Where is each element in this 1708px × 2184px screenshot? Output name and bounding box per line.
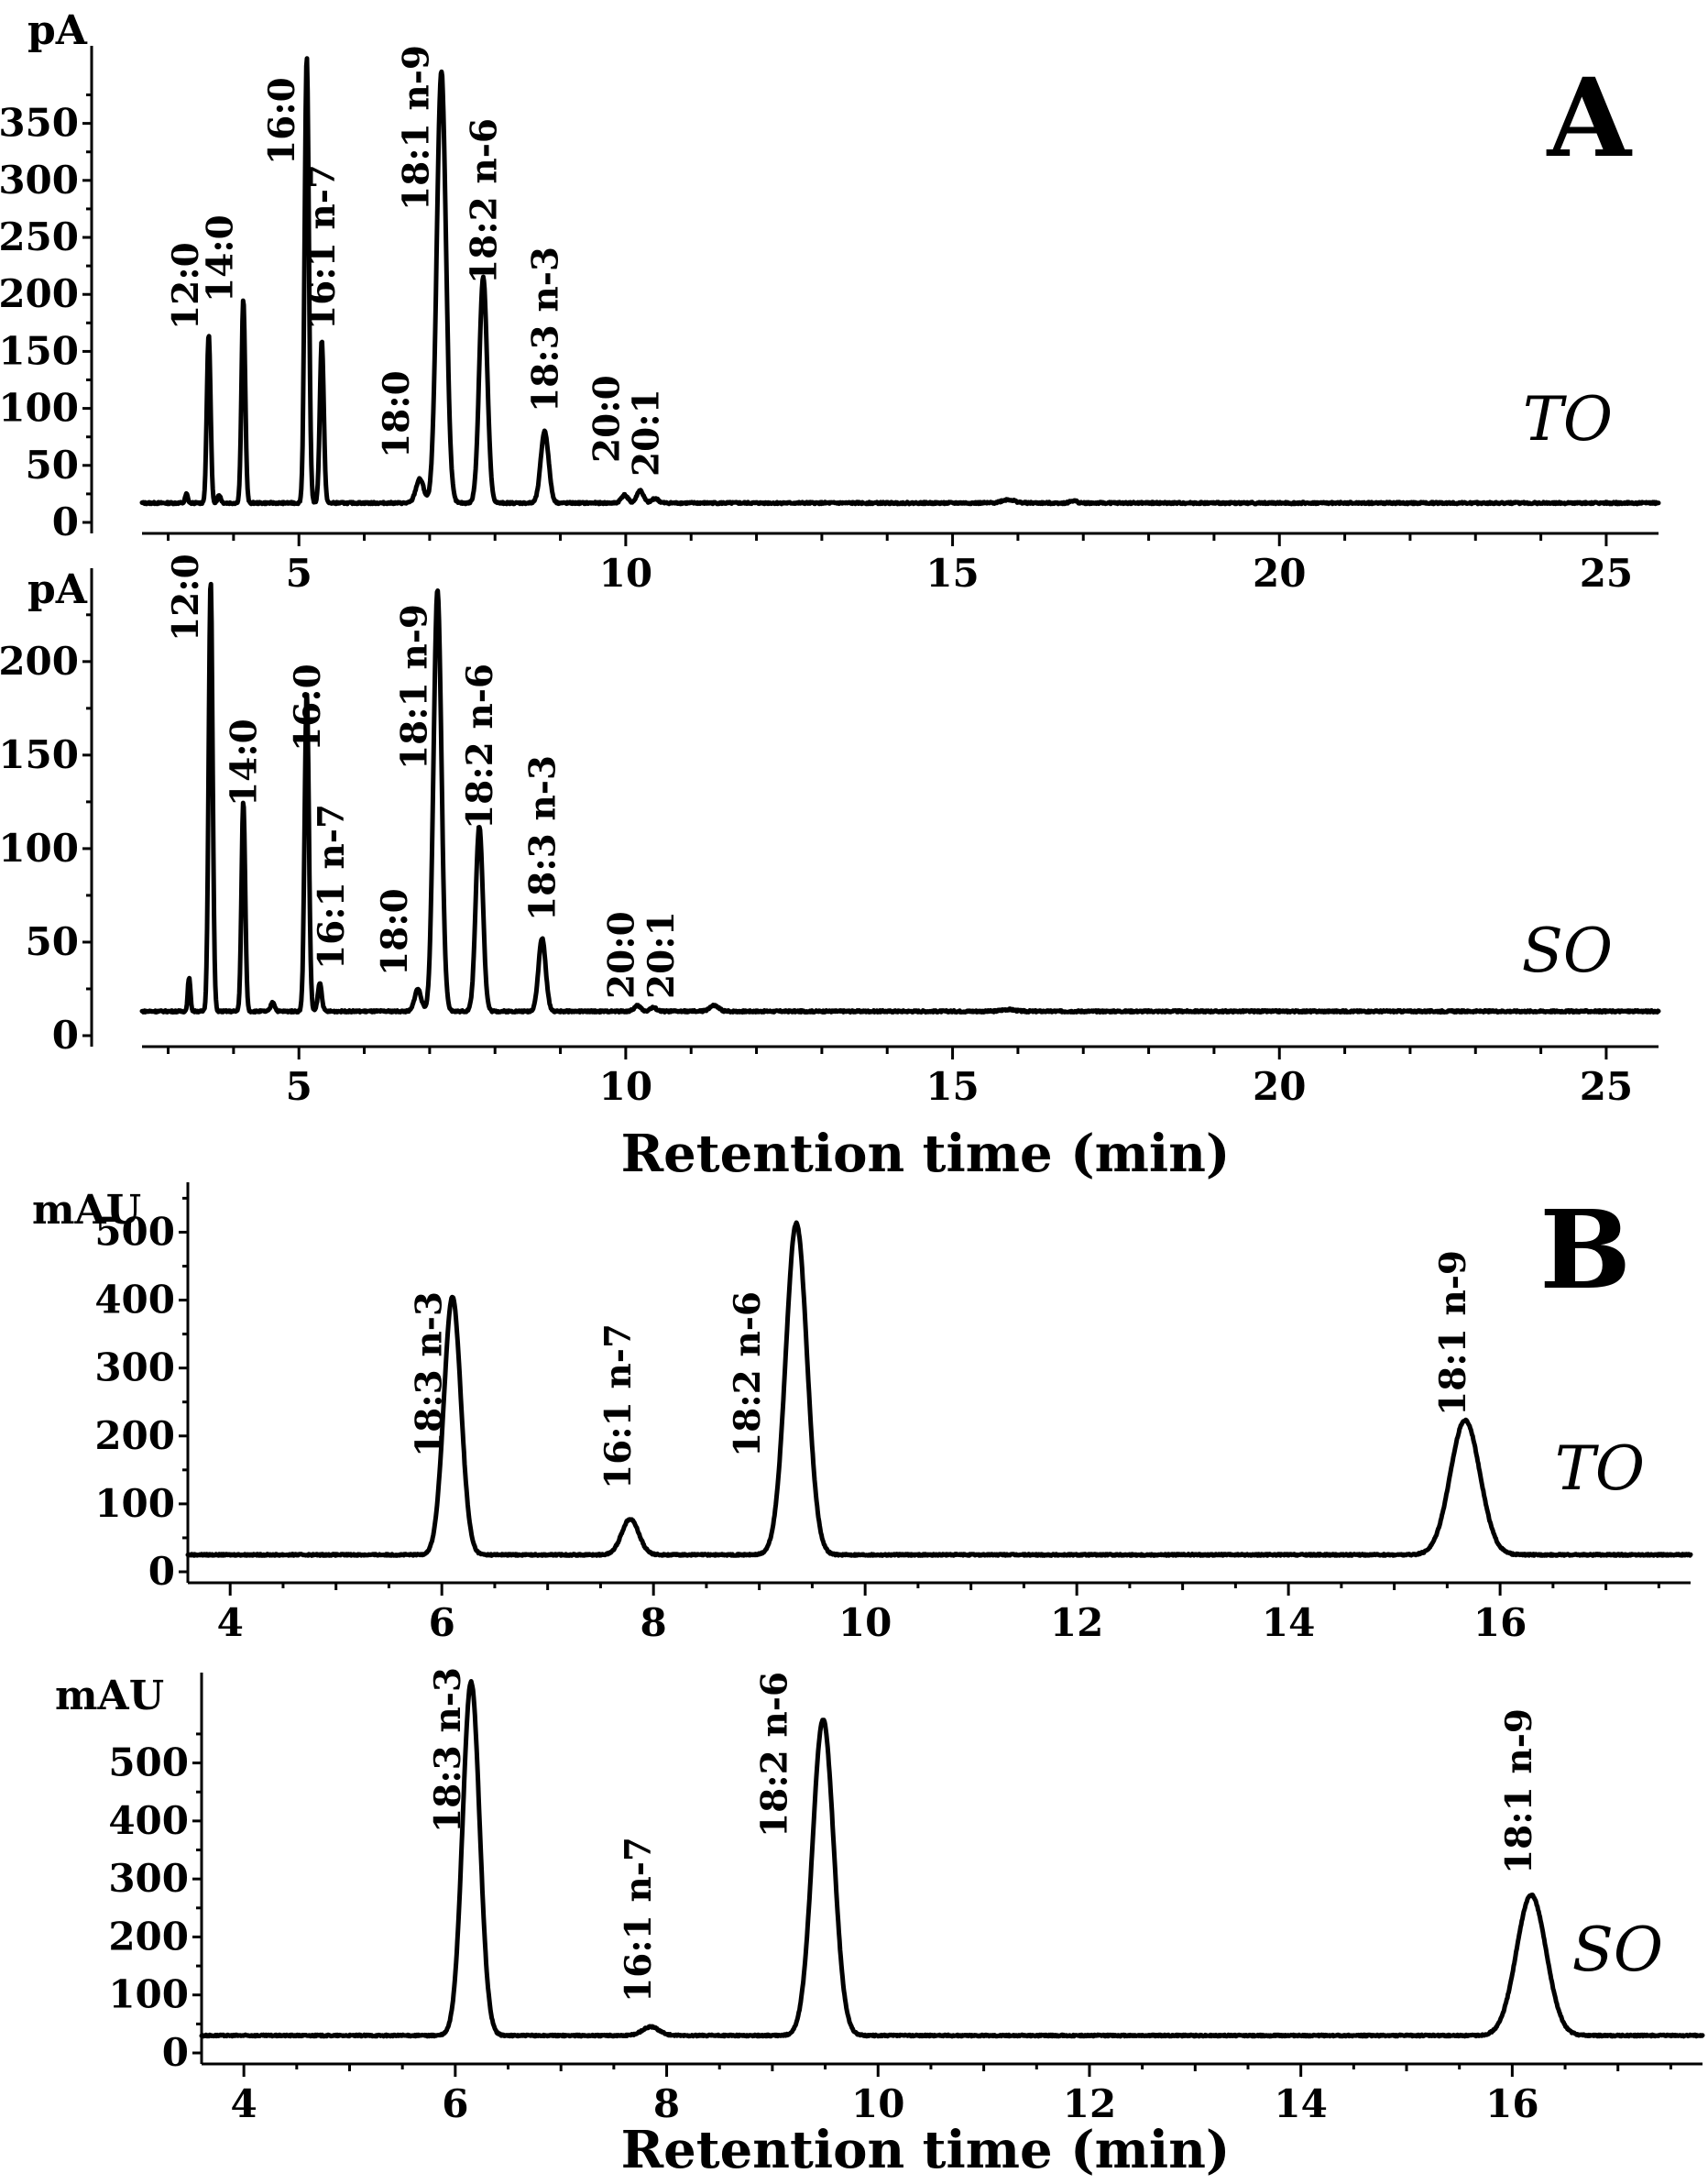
x-tick-label: 16 [1485,2081,1538,2126]
peak-label: 12:0 [165,242,207,330]
x-tick-label: 5 [286,1064,312,1109]
x-axis-title-b: Retention time (min) [621,2120,1231,2180]
panel-letter-a: A [1546,54,1632,181]
sample-label: TO [1523,384,1613,455]
x-tick-label: 6 [429,1600,455,1645]
peak-label: 18:2 n-6 [459,664,501,829]
y-unit-label: mAU [32,1187,141,1234]
y-unit-label: mAU [55,1673,164,1719]
sample-label: SO [1522,916,1613,986]
peak-label: 16:1 n-7 [301,164,344,330]
x-tick-label: 20 [1253,1064,1306,1109]
y-tick-label: 250 [0,214,79,259]
x-tick-label: 10 [599,551,652,596]
chart-a-to: 0 50 100 150 200 250 300 350 5 10 15 20 25 pA 12:014:0… [0,7,1661,596]
peak-label: 18:3 n-3 [522,755,564,921]
x-tick-label: 6 [442,2081,468,2126]
y-tick-label: 400 [108,1798,189,1843]
peak-label: 20:0 [586,375,629,463]
peak-label: 20:0 [601,911,643,999]
chart-a-so: 0 50 100 150 200 5 10 15 20 25 pA 12:0 14:0 16:0 16:1 … [0,554,1661,1109]
x-tick-label: 20 [1253,551,1306,596]
peak-label: 18:3 n-3 [524,247,566,412]
y-tick-label: 150 [0,732,79,777]
y-tick-label: 0 [162,2030,189,2075]
y-tick-label: 150 [0,328,79,373]
chromatogram-trace [199,1679,1705,2039]
peak-label: 18:3 n-3 [427,1667,469,1833]
y-tick-label: 200 [0,271,79,316]
peak-label: 18:1 n-9 [393,604,435,770]
x-tick-label: 10 [599,1064,652,1109]
y-tick-label: 200 [94,1413,175,1458]
x-tick-label: 12 [1063,2081,1116,2126]
peak-label: 12:0 [165,554,207,642]
chart-b-to: 0 100 200 300 400 500 4 6 8 10 12 14 16 mAU 18:3 n-3 16… [32,1182,1693,1645]
x-tick-label: 8 [653,2081,680,2126]
x-tick-label: 4 [231,2081,257,2126]
x-axis-title-a: Retention time (min) [621,1124,1231,1184]
y-unit-label: pA [27,7,88,54]
panel-letter-b: B [1539,1186,1631,1313]
peak-label: 14:0 [200,214,242,302]
y-tick-label: 0 [148,1549,175,1594]
y-tick-label: 100 [108,1972,189,2017]
peak-label: 18:0 [374,888,416,976]
x-tick-label: 8 [640,1600,667,1645]
peak-label: 16:0 [261,77,303,165]
y-tick-label: 500 [94,1209,175,1254]
y-tick-label: 200 [108,1914,189,1959]
y-tick-label: 100 [94,1481,175,1526]
chart-b-so: 0 100 200 300 400 500 4 6 8 10 12 14 16 mAU 18:3 n-3 16… [55,1667,1705,2126]
peak-label: 18:2 n-6 [463,118,505,284]
y-tick-label: 350 [0,101,79,146]
peak-label: 18:2 n-6 [727,1291,769,1457]
x-tick-label: 10 [851,2081,904,2126]
peak-label: 20:1 [626,389,668,477]
y-tick-label: 100 [0,826,79,871]
x-tick-label: 15 [925,1064,979,1109]
peak-label: 14:0 [224,719,266,807]
x-tick-label: 16 [1473,1600,1527,1645]
x-tick-label: 25 [1580,551,1633,596]
y-unit-label: pA [27,566,88,613]
peak-label: 18:1 n-9 [1498,1708,1540,1874]
y-tick-label: 400 [94,1278,175,1322]
x-tick-label: 10 [838,1600,892,1645]
x-tick-label: 25 [1580,1064,1633,1109]
y-tick-label: 0 [52,499,79,544]
peak-label: 16:0 [287,664,329,752]
peak-label: 18:1 n-9 [1432,1250,1474,1416]
y-tick-label: 100 [0,386,79,431]
x-tick-label: 15 [925,551,979,596]
chromatogram-trace [139,581,1661,1015]
peak-label: 18:2 n-6 [753,1672,795,1838]
peak-label: 16:1 n-7 [311,804,353,970]
peak-label: 16:1 n-7 [597,1323,640,1489]
peak-label: 18:1 n-9 [396,45,438,211]
x-tick-label: 14 [1274,2081,1327,2126]
x-tick-label: 12 [1050,1600,1103,1645]
x-tick-label: 14 [1262,1600,1315,1645]
peak-label: 16:1 n-7 [618,1837,660,2003]
y-tick-label: 300 [0,158,79,203]
y-tick-label: 200 [0,639,79,684]
peak-label: 20:1 [640,911,683,999]
sample-label: TO [1555,1433,1645,1504]
x-tick-label: 5 [286,551,312,596]
y-tick-label: 500 [108,1740,189,1785]
chromatogram-trace [139,56,1661,507]
sample-label: SO [1572,1915,1663,1985]
peak-label: 18:3 n-3 [409,1291,451,1457]
peak-label: 18:0 [376,370,418,458]
y-tick-label: 50 [26,443,79,488]
x-tick-label: 4 [217,1600,244,1645]
y-tick-label: 0 [52,1013,79,1058]
y-tick-label: 50 [26,919,79,964]
y-tick-label: 300 [108,1856,189,1901]
y-tick-label: 300 [94,1345,175,1390]
chromatogram-trace [185,1220,1693,1558]
